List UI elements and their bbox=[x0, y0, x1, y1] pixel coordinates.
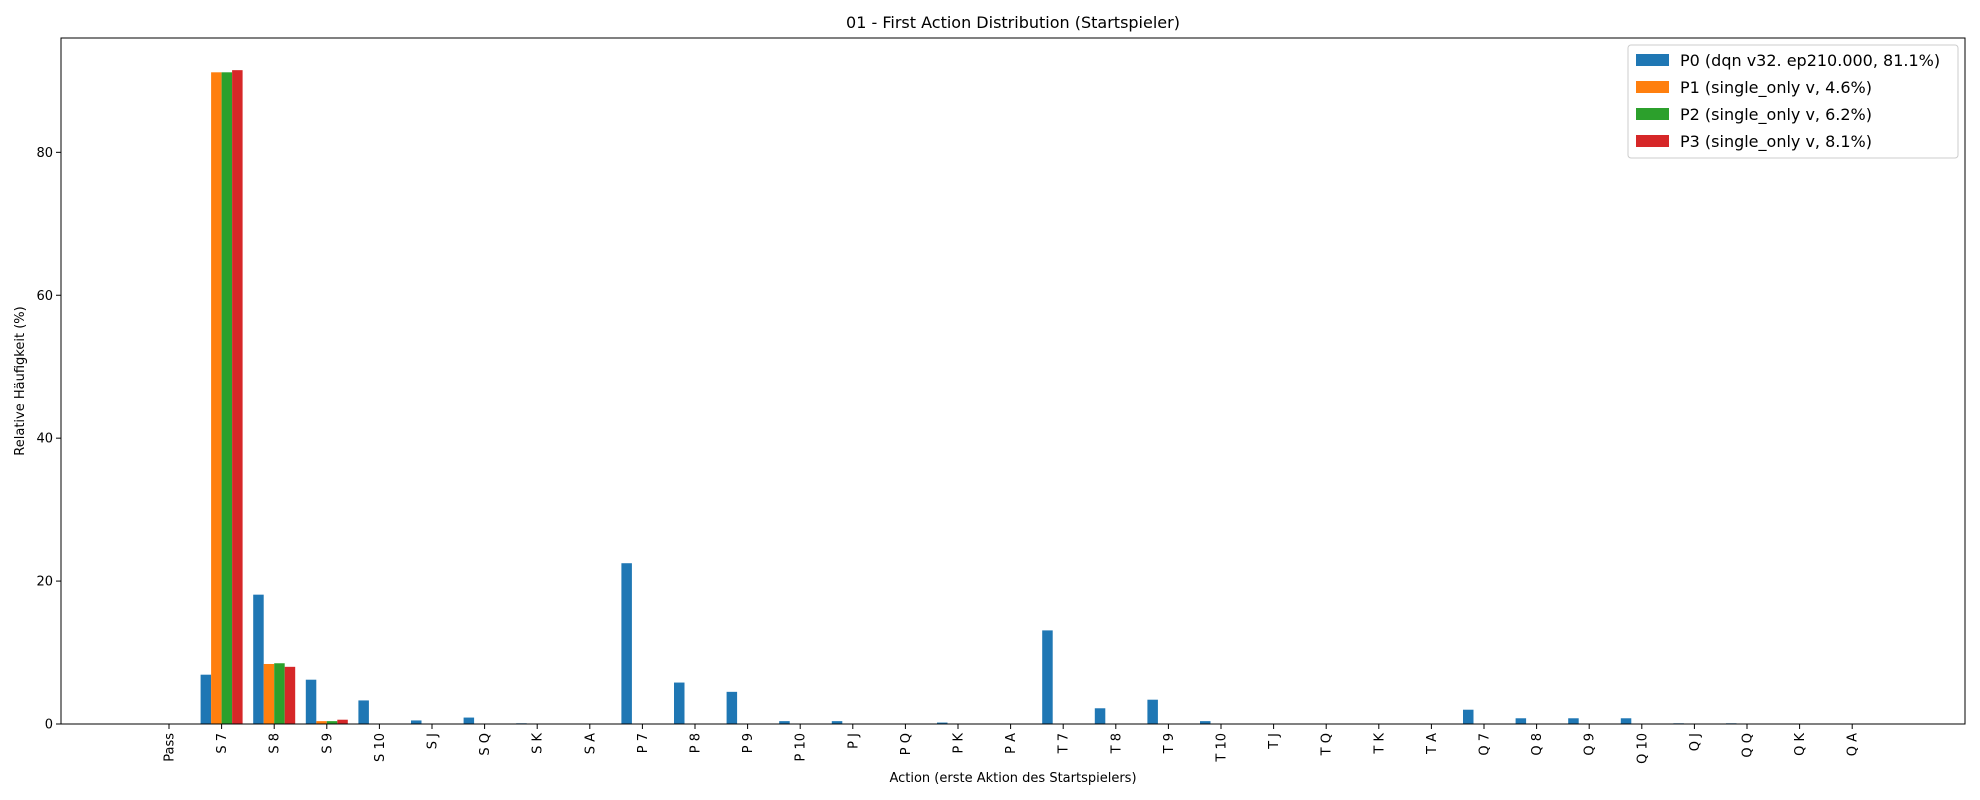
y-tick-label: 20 bbox=[36, 575, 53, 590]
x-tick-label: S J bbox=[426, 733, 441, 749]
bar-p0-p-10 bbox=[779, 721, 790, 724]
bar-p0-q-10 bbox=[1620, 718, 1632, 724]
bar-p2-s-8 bbox=[274, 663, 285, 724]
x-tick-label: T 10 bbox=[1215, 733, 1230, 763]
x-tick-label: P J bbox=[846, 733, 861, 749]
bar-p0-q-8 bbox=[1515, 718, 1527, 724]
x-tick-label: Q Q bbox=[1741, 733, 1756, 758]
legend-entry: P1 (single_only v, 4.6%) bbox=[1680, 78, 1872, 98]
x-tick-label: Q 10 bbox=[1635, 733, 1650, 764]
y-tick-label: 80 bbox=[36, 146, 53, 161]
x-tick-label: T Q bbox=[1320, 733, 1335, 756]
bar-p1-s-8 bbox=[263, 663, 275, 724]
x-tick-label: P 8 bbox=[689, 733, 704, 753]
bar-p0-t-7 bbox=[1042, 630, 1053, 724]
x-tick-label: Q 8 bbox=[1530, 733, 1545, 756]
chart-title: 01 - First Action Distribution (Startspi… bbox=[846, 13, 1180, 32]
bar-p0-s-9 bbox=[305, 679, 317, 724]
legend-entry: P3 (single_only v, 8.1%) bbox=[1680, 132, 1872, 152]
x-tick-label: P 9 bbox=[741, 733, 756, 753]
x-tick-label: S 7 bbox=[215, 733, 230, 754]
legend-box bbox=[1627, 44, 1959, 159]
x-tick-label: P 10 bbox=[794, 733, 809, 762]
x-tick-label: S K bbox=[531, 733, 546, 754]
x-tick-label: T A bbox=[1425, 733, 1440, 755]
legend-entry: P2 (single_only v, 6.2%) bbox=[1680, 105, 1872, 125]
legend-swatch bbox=[1636, 81, 1669, 93]
x-tick-label: T K bbox=[1372, 733, 1387, 755]
x-tick-label: T 7 bbox=[1057, 733, 1072, 754]
legend: P0 (dqn v32. ep210.000, 81.1%) P1 (single… bbox=[1627, 44, 1959, 159]
bar-p0-p-8 bbox=[674, 682, 685, 724]
x-tick-label: T 9 bbox=[1162, 733, 1177, 754]
y-tick-label: 0 bbox=[45, 718, 53, 733]
bar-p0-p-7 bbox=[621, 563, 632, 724]
y-tick-label: 60 bbox=[36, 289, 53, 304]
legend-swatch bbox=[1636, 108, 1669, 120]
x-tick-label: S 8 bbox=[268, 733, 283, 754]
bar-p0-t-8 bbox=[1094, 708, 1106, 724]
bar-p1-s-7 bbox=[211, 72, 222, 725]
x-tick-label: P K bbox=[952, 733, 967, 754]
bar-p1-s-9 bbox=[316, 721, 327, 724]
x-axis: Pass S 7 S 8 S 9 S 10 S J S Q S K S A P 7 P 8 P 9 P … bbox=[163, 724, 1861, 764]
x-tick-label: S 10 bbox=[373, 733, 388, 762]
bar-p0-q-9 bbox=[1568, 718, 1579, 724]
bar-p3-s-7 bbox=[232, 70, 243, 724]
x-tick-label: Q K bbox=[1793, 733, 1808, 756]
y-tick-label: 40 bbox=[36, 432, 53, 447]
y-axis-label: Relative Häufigkeit (%) bbox=[13, 306, 28, 455]
bar-p2-s-9 bbox=[326, 721, 338, 724]
bar-p3-s-8 bbox=[284, 666, 296, 724]
y-axis: 0 20 40 60 80 bbox=[36, 146, 61, 733]
bar-p2-s-7 bbox=[221, 72, 233, 725]
bar-p0-s-8 bbox=[253, 594, 264, 724]
bar-p0-t-9 bbox=[1147, 699, 1158, 724]
bar-p0-s-j bbox=[411, 720, 422, 724]
x-tick-label: Q A bbox=[1846, 733, 1861, 756]
bar-p0-t-10 bbox=[1200, 721, 1211, 724]
x-tick-label: Q 9 bbox=[1583, 733, 1598, 756]
bar-p0-s-7 bbox=[200, 674, 212, 724]
plot-frame bbox=[60, 37, 1966, 725]
x-tick-label: Q J bbox=[1688, 733, 1703, 751]
legend-swatch bbox=[1636, 54, 1669, 66]
bar-p3-s-9 bbox=[337, 719, 348, 724]
bar-p0-p-k bbox=[937, 722, 948, 724]
x-tick-label: S Q bbox=[478, 733, 493, 756]
legend-swatch bbox=[1636, 135, 1669, 147]
x-tick-label: T 8 bbox=[1109, 733, 1124, 754]
x-tick-label: S A bbox=[583, 733, 598, 754]
x-tick-label: P Q bbox=[899, 733, 914, 755]
bar-p0-s-10 bbox=[358, 700, 369, 724]
x-tick-label: T J bbox=[1267, 733, 1282, 750]
bar-p0-p-9 bbox=[726, 691, 738, 724]
x-tick-label: P A bbox=[1004, 733, 1019, 754]
x-tick-label: P 7 bbox=[636, 733, 651, 753]
x-axis-label: Action (erste Aktion des Startspielers) bbox=[889, 771, 1136, 786]
bars-group bbox=[200, 70, 1737, 725]
bar-p0-q-7 bbox=[1463, 709, 1474, 724]
x-tick-label: Pass bbox=[163, 733, 178, 762]
bar-p0-p-j bbox=[831, 721, 843, 724]
bar-p0-s-q bbox=[463, 717, 475, 724]
x-tick-label: S 9 bbox=[320, 733, 335, 754]
x-tick-label: Q 7 bbox=[1478, 733, 1493, 756]
legend-entry: P0 (dqn v32. ep210.000, 81.1%) bbox=[1680, 51, 1940, 70]
